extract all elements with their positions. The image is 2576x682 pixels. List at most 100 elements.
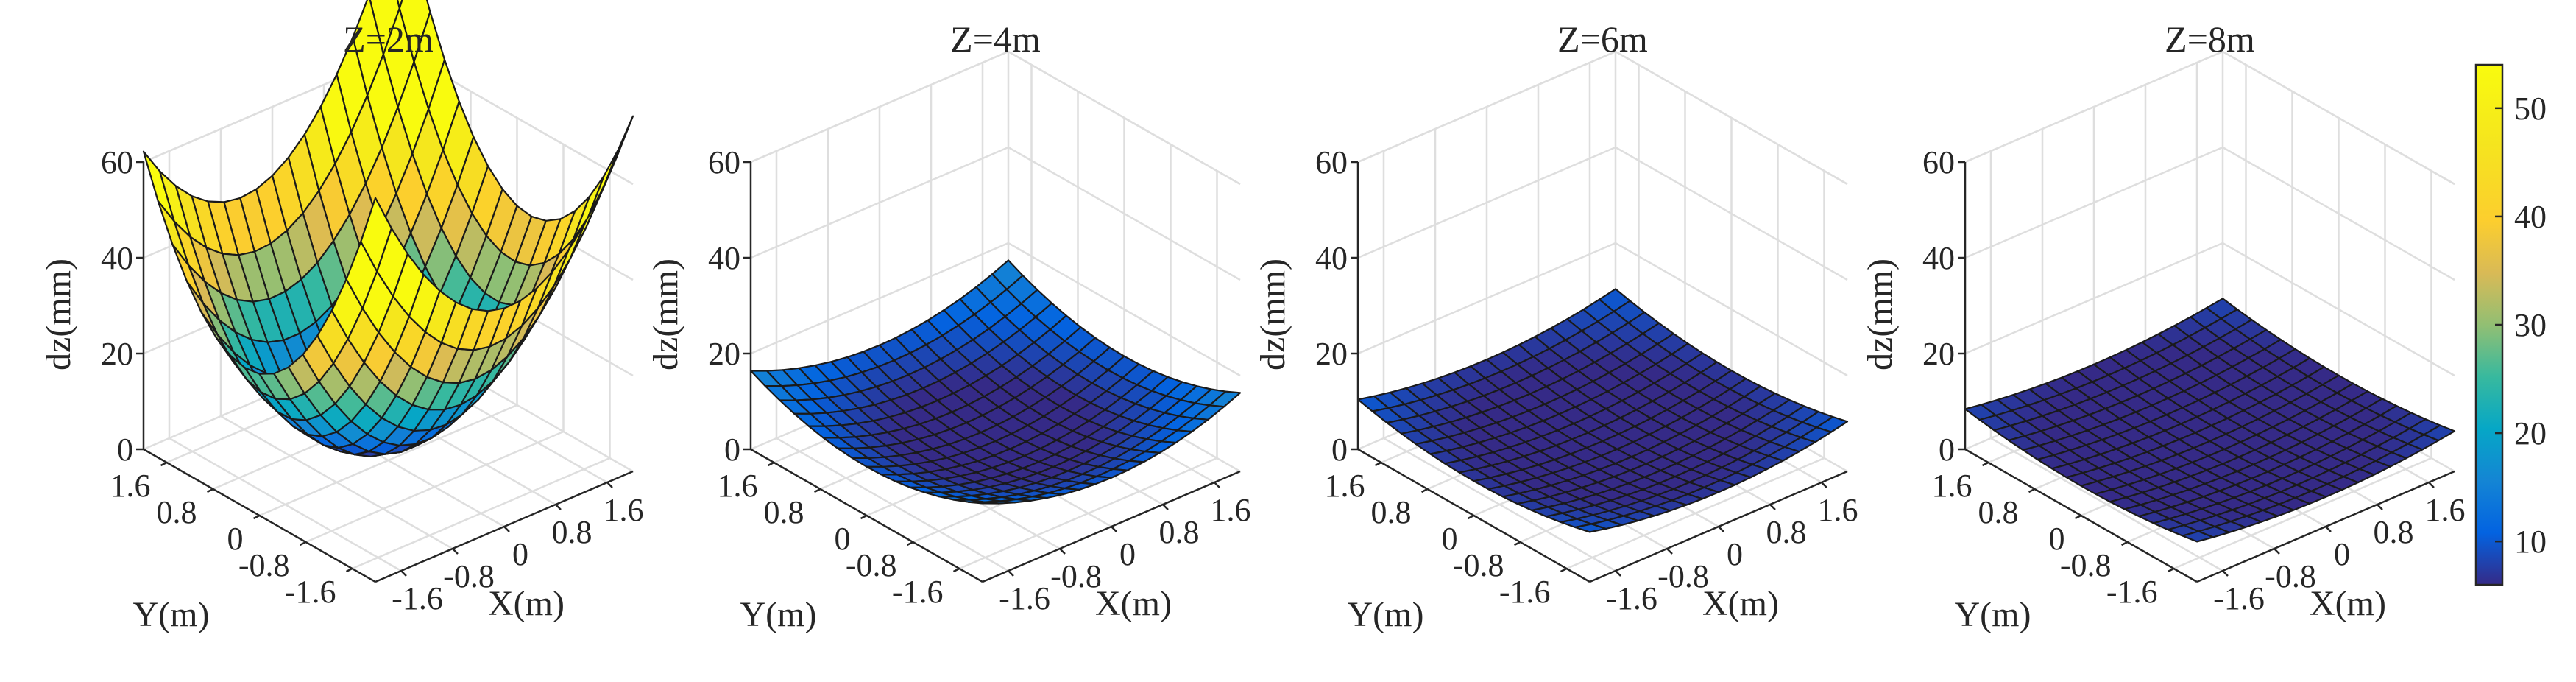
y-tick xyxy=(767,461,775,467)
z-axis-label: dz(mm) xyxy=(39,259,78,370)
surface xyxy=(142,0,634,458)
x-tick xyxy=(2428,482,2435,488)
y-tick-label: -1.6 xyxy=(1499,574,1551,610)
y-tick-label: -1.6 xyxy=(892,574,944,610)
panels: -1.6-0.800.81.6-1.6-0.800.81.60204060X(m… xyxy=(39,0,2466,634)
z-axis-label: dz(mm) xyxy=(1253,259,1292,370)
x-tick xyxy=(2377,504,2383,510)
y-tick-label: -0.8 xyxy=(1453,547,1504,583)
grid-line-z xyxy=(1357,146,1848,281)
y-tick-label: 0.8 xyxy=(157,494,197,530)
x-tick-label: -1.6 xyxy=(999,580,1050,616)
surface xyxy=(749,259,1242,505)
y-tick xyxy=(906,541,914,546)
z-tick-label: 60 xyxy=(708,144,740,180)
z-tick-label: 20 xyxy=(1315,336,1348,372)
z-tick-label: 40 xyxy=(1922,240,1955,276)
x-tick xyxy=(1162,504,1169,510)
x-tick-label: -0.8 xyxy=(2265,558,2316,594)
x-tick-label: 1.6 xyxy=(1818,492,1858,528)
grid-line-z xyxy=(750,146,1241,281)
y-tick-label: 0 xyxy=(835,521,851,557)
y-tick-label: 0.8 xyxy=(764,494,804,530)
x-tick-label: 0 xyxy=(1727,536,1743,572)
x-tick xyxy=(2274,548,2280,555)
colorbar-tick-label: 30 xyxy=(2514,307,2547,343)
panel-title: Z=4m xyxy=(950,18,1041,60)
z-tick-label: 20 xyxy=(1922,336,1955,372)
z-tick-label: 40 xyxy=(101,240,133,276)
y-tick xyxy=(1981,461,1989,467)
grid-line-z xyxy=(1964,50,2455,186)
x-tick-label: 0 xyxy=(512,536,528,572)
y-axis-label: Y(m) xyxy=(1955,595,2031,634)
x-tick-label: 0 xyxy=(2334,536,2350,572)
z-tick-label: 0 xyxy=(724,432,740,468)
x-tick-label: 1.6 xyxy=(2425,492,2466,528)
surface-patch xyxy=(1574,523,1607,533)
y-tick xyxy=(206,488,214,493)
y-tick-label: -0.8 xyxy=(846,547,897,583)
y-tick xyxy=(2167,567,2175,573)
z-tick-label: 40 xyxy=(708,240,740,276)
x-tick xyxy=(1615,570,1621,577)
panel-4: -1.6-0.800.81.6-1.6-0.800.81.60204060X(m… xyxy=(1861,18,2466,634)
panel-2: -1.6-0.800.81.6-1.6-0.800.81.60204060X(m… xyxy=(646,18,1251,634)
x-axis-label: X(m) xyxy=(2310,584,2386,623)
y-tick xyxy=(952,567,960,573)
box-back-top xyxy=(750,50,1241,186)
y-tick xyxy=(299,541,307,546)
y-tick xyxy=(2120,541,2129,546)
x-tick xyxy=(1666,548,1673,555)
y-tick-label: 1.6 xyxy=(718,468,758,504)
y-tick xyxy=(2028,488,2036,493)
z-axis-label: dz(mm) xyxy=(1861,259,1900,370)
z-tick-label: 20 xyxy=(708,336,740,372)
y-tick xyxy=(1467,514,1475,520)
y-tick xyxy=(1420,488,1429,493)
y-tick-label: 1.6 xyxy=(1932,468,1972,504)
x-tick xyxy=(2222,570,2229,577)
grid-line-z xyxy=(1964,146,2455,281)
y-tick-label: 0 xyxy=(1442,521,1458,557)
y-axis-label: Y(m) xyxy=(740,595,817,634)
y-tick-label: 0 xyxy=(227,521,244,557)
x-tick xyxy=(400,570,407,577)
surface xyxy=(1356,288,1849,533)
y-tick xyxy=(1560,567,1568,573)
box-back-top xyxy=(1357,50,1848,186)
colorbar-tick-label: 40 xyxy=(2514,199,2547,235)
x-tick-label: 0 xyxy=(1119,536,1136,572)
x-tick xyxy=(1718,526,1724,532)
x-tick xyxy=(555,504,562,510)
x-tick-label: -1.6 xyxy=(1606,580,1657,616)
x-tick-label: 1.6 xyxy=(1211,492,1251,528)
x-tick-label: -0.8 xyxy=(1657,558,1709,594)
panel-title: Z=2m xyxy=(343,18,434,60)
x-tick xyxy=(2325,526,2332,532)
z-tick-label: 0 xyxy=(1939,432,1955,468)
panel-title: Z=8m xyxy=(2165,18,2255,60)
y-tick-label: 0.8 xyxy=(1978,494,2019,530)
z-tick-label: 0 xyxy=(1331,432,1348,468)
x-tick-label: 0.8 xyxy=(552,514,592,550)
box-back-top xyxy=(1964,50,2455,186)
y-tick xyxy=(813,488,821,493)
x-tick xyxy=(1214,482,1220,488)
panel-1: -1.6-0.800.81.6-1.6-0.800.81.60204060X(m… xyxy=(39,0,644,634)
z-tick-label: 60 xyxy=(1315,144,1348,180)
y-axis-label: Y(m) xyxy=(1348,595,1424,634)
y-axis-label: Y(m) xyxy=(133,595,210,634)
x-axis-label: X(m) xyxy=(488,584,565,623)
surface-patch xyxy=(360,197,393,273)
surface-patch xyxy=(2182,530,2214,543)
x-tick xyxy=(1821,482,1827,488)
surface-patch xyxy=(967,501,1000,505)
y-tick xyxy=(860,514,868,520)
y-tick xyxy=(2074,514,2082,520)
y-tick xyxy=(1374,461,1382,467)
y-tick-label: -1.6 xyxy=(2106,574,2158,610)
x-tick xyxy=(1111,526,1117,532)
y-tick-label: -1.6 xyxy=(285,574,336,610)
panel-title: Z=6m xyxy=(1557,18,1648,60)
